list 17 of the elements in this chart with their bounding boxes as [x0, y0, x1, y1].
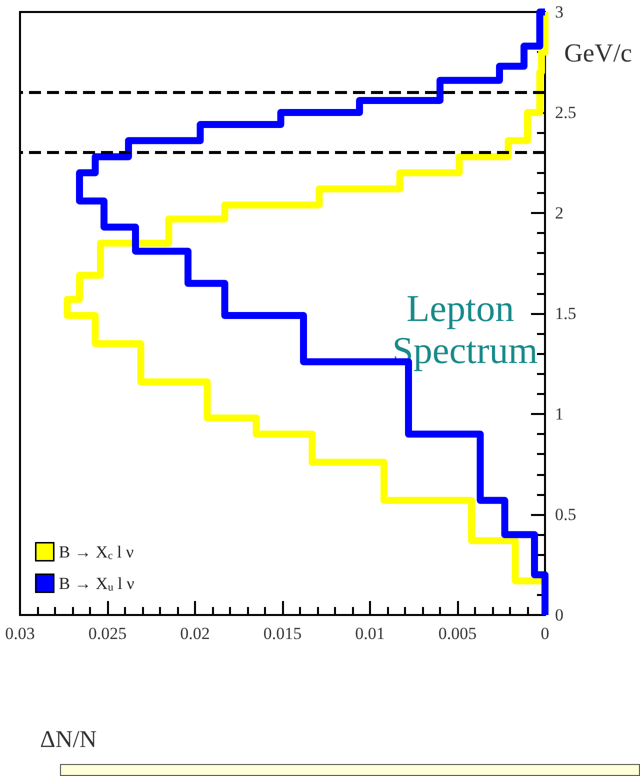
- y-tick-label: 0: [555, 606, 564, 624]
- x-tick-label: 0.01: [355, 624, 385, 643]
- x-tick-label: 0.025: [88, 624, 127, 643]
- y-tick-label: 3: [555, 2, 564, 22]
- y-tick-label: 0.5: [555, 505, 576, 524]
- x-tick-label: 0.02: [180, 624, 210, 643]
- y-tick-label: 1.5: [555, 304, 576, 323]
- x-axis-title: ΔN/N: [40, 727, 97, 753]
- x-tick-label: 0.005: [438, 624, 477, 643]
- y-axis-title: GeV/c: [564, 38, 632, 68]
- y-tick-label: 2: [555, 204, 564, 222]
- x-tick-label: 0.015: [263, 624, 302, 643]
- x-tick-label: 0.03: [5, 624, 35, 643]
- x-tick-label: 0: [540, 624, 550, 643]
- y-tick-label: 1: [555, 404, 564, 424]
- annotation: Lepton Spectrum: [392, 288, 538, 372]
- y-tick-label: 2.5: [555, 103, 576, 122]
